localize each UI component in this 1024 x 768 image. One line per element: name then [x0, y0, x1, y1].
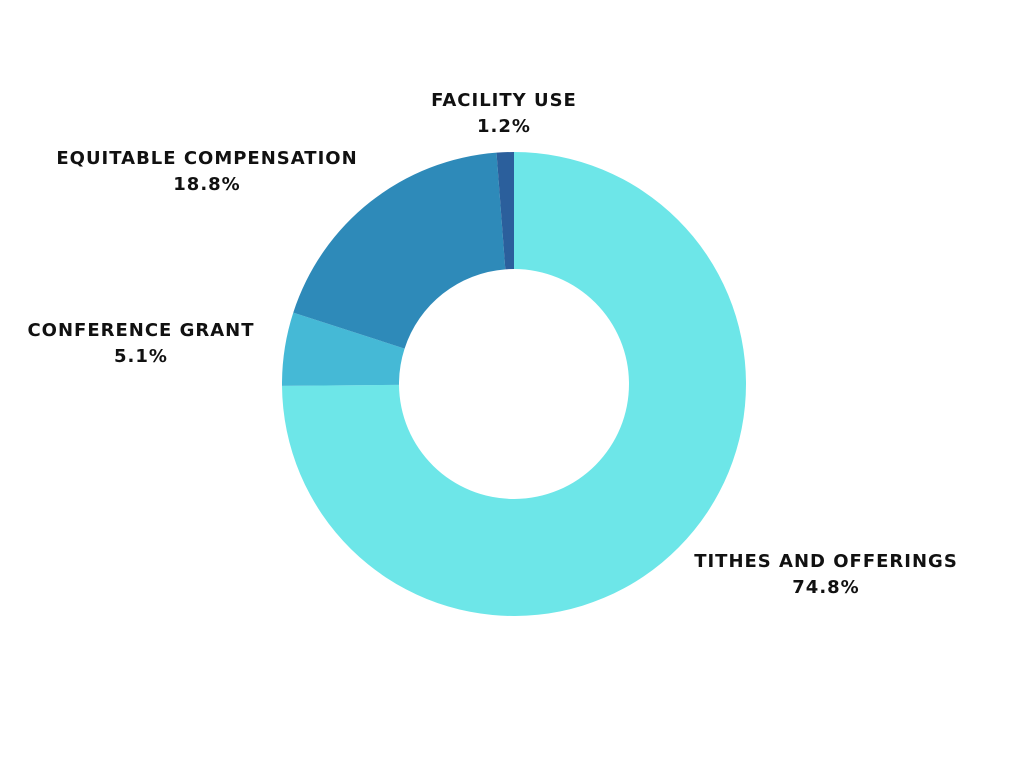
- slice: [293, 152, 506, 349]
- slice: [282, 312, 405, 386]
- slice-value-label: 74.8%: [792, 577, 859, 598]
- slice-value-label: 18.8%: [173, 174, 240, 195]
- slice: [496, 152, 514, 270]
- slice-label: EQUITABLE COMPENSATION: [56, 148, 357, 169]
- slice-label: TITHES AND OFFERINGS: [694, 551, 958, 572]
- slice-value-label: 1.2%: [477, 116, 531, 137]
- slice-value-label: 5.1%: [114, 346, 168, 367]
- slice: [282, 152, 746, 616]
- slice-label: FACILITY USE: [431, 90, 577, 111]
- slice-label: CONFERENCE GRANT: [27, 320, 254, 341]
